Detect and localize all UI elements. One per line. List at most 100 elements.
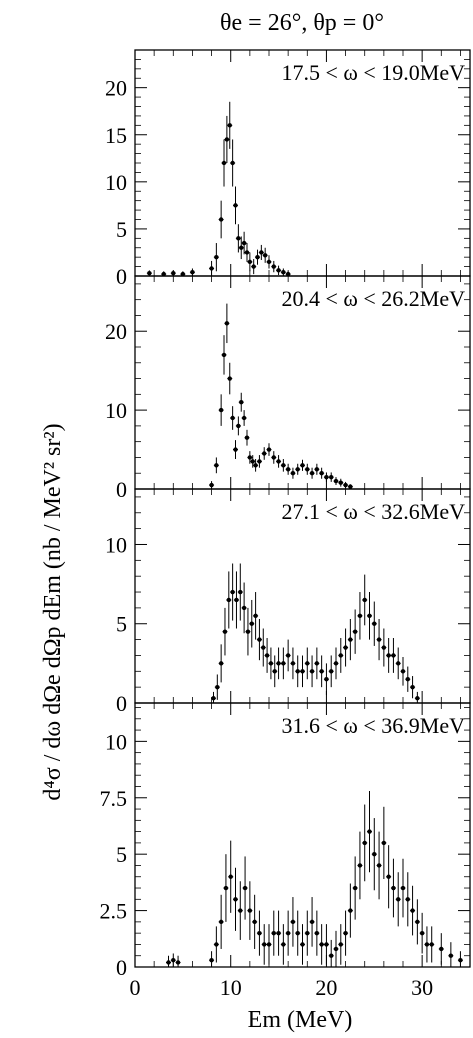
point-marker (238, 908, 243, 913)
point-marker (209, 266, 214, 271)
data-point (290, 647, 296, 680)
data-point (343, 628, 349, 667)
panels: 0 5 10 15 20 17.5 < ω < 19.0MeV 0 10 20 20.4 < ω … (100, 49, 471, 980)
point-marker (166, 960, 171, 965)
data-point (175, 955, 181, 967)
data-point (371, 601, 377, 646)
point-marker (244, 435, 250, 440)
data-point (376, 831, 382, 900)
point-marker (227, 376, 232, 381)
point-marker (300, 942, 305, 947)
data-point (309, 655, 315, 688)
point-marker (209, 482, 214, 488)
data-point (214, 674, 220, 700)
point-marker (415, 919, 420, 925)
point-marker (281, 661, 286, 666)
data-point (285, 463, 291, 475)
x-axis-label: Em (MeV) (248, 1007, 353, 1033)
data-point (338, 638, 344, 673)
data-point (280, 268, 286, 276)
data-point (367, 791, 372, 873)
data-point (290, 897, 296, 947)
point-marker (348, 908, 353, 913)
data-point (323, 472, 329, 482)
point-marker (396, 897, 401, 902)
data-point (244, 429, 250, 446)
data-point (227, 362, 233, 395)
data-point (371, 818, 377, 891)
data-point (266, 443, 272, 456)
data-point (230, 406, 236, 430)
point-marker (271, 455, 276, 460)
point-marker (233, 447, 238, 452)
point-marker (319, 471, 324, 476)
point-marker (276, 459, 281, 464)
point-marker (224, 137, 230, 142)
data-point (323, 924, 329, 965)
y-tick-label: 10 (105, 170, 127, 195)
data-point (271, 910, 277, 956)
data-point (343, 910, 349, 956)
point-marker (458, 958, 463, 963)
data-point (395, 647, 401, 680)
point-marker (276, 661, 281, 666)
data-point (304, 910, 310, 956)
data-point (295, 463, 301, 475)
data-point (414, 899, 420, 945)
data-point (376, 618, 382, 661)
data-point (357, 831, 363, 900)
y-tick-label: 5 (116, 217, 127, 242)
point-marker (214, 463, 219, 468)
data-point (276, 265, 282, 276)
point-marker (415, 696, 420, 701)
point-marker (429, 942, 434, 947)
data-point (258, 244, 264, 260)
data-point (362, 574, 368, 626)
point-marker (215, 684, 220, 690)
point-marker (386, 653, 391, 658)
point-marker (221, 352, 227, 358)
panel-3: 0 5 10 27.1 < ω < 32.6MeV (105, 488, 471, 716)
point-marker (324, 474, 329, 480)
figure-header: θe = 26°, θp = 0° (220, 10, 384, 36)
data-point (221, 335, 227, 375)
data-point (357, 592, 363, 640)
point-marker (241, 415, 247, 421)
data-point (295, 655, 301, 688)
point-marker (271, 930, 276, 936)
data-point (295, 910, 301, 956)
point-marker (376, 637, 382, 642)
point-marker (238, 589, 243, 595)
data-point (218, 200, 224, 239)
point-marker (250, 459, 255, 464)
point-marker (348, 637, 353, 642)
data-point (256, 910, 262, 956)
point-marker (367, 613, 372, 619)
data-point (319, 467, 325, 479)
point-marker (362, 597, 367, 603)
point-marker (372, 621, 377, 626)
point-marker (236, 236, 241, 241)
data-point (343, 481, 349, 489)
point-marker (233, 897, 238, 902)
x-tick-label: 20 (315, 975, 337, 1000)
data-point (280, 924, 286, 965)
data-point (285, 271, 291, 277)
point-marker (305, 467, 310, 472)
point-marker (285, 271, 291, 277)
point-marker (251, 264, 256, 269)
point-marker (230, 589, 235, 595)
point-marker (226, 597, 231, 603)
point-marker (333, 661, 339, 666)
point-marker (285, 653, 291, 658)
data-point (386, 638, 392, 673)
point-marker (261, 645, 266, 650)
point-marker (259, 250, 264, 255)
point-marker (329, 953, 334, 958)
data-point (333, 477, 339, 486)
data-point (237, 563, 243, 621)
point-marker (239, 400, 244, 405)
point-marker (257, 637, 262, 642)
data-point (280, 459, 286, 472)
data-point (414, 691, 420, 703)
